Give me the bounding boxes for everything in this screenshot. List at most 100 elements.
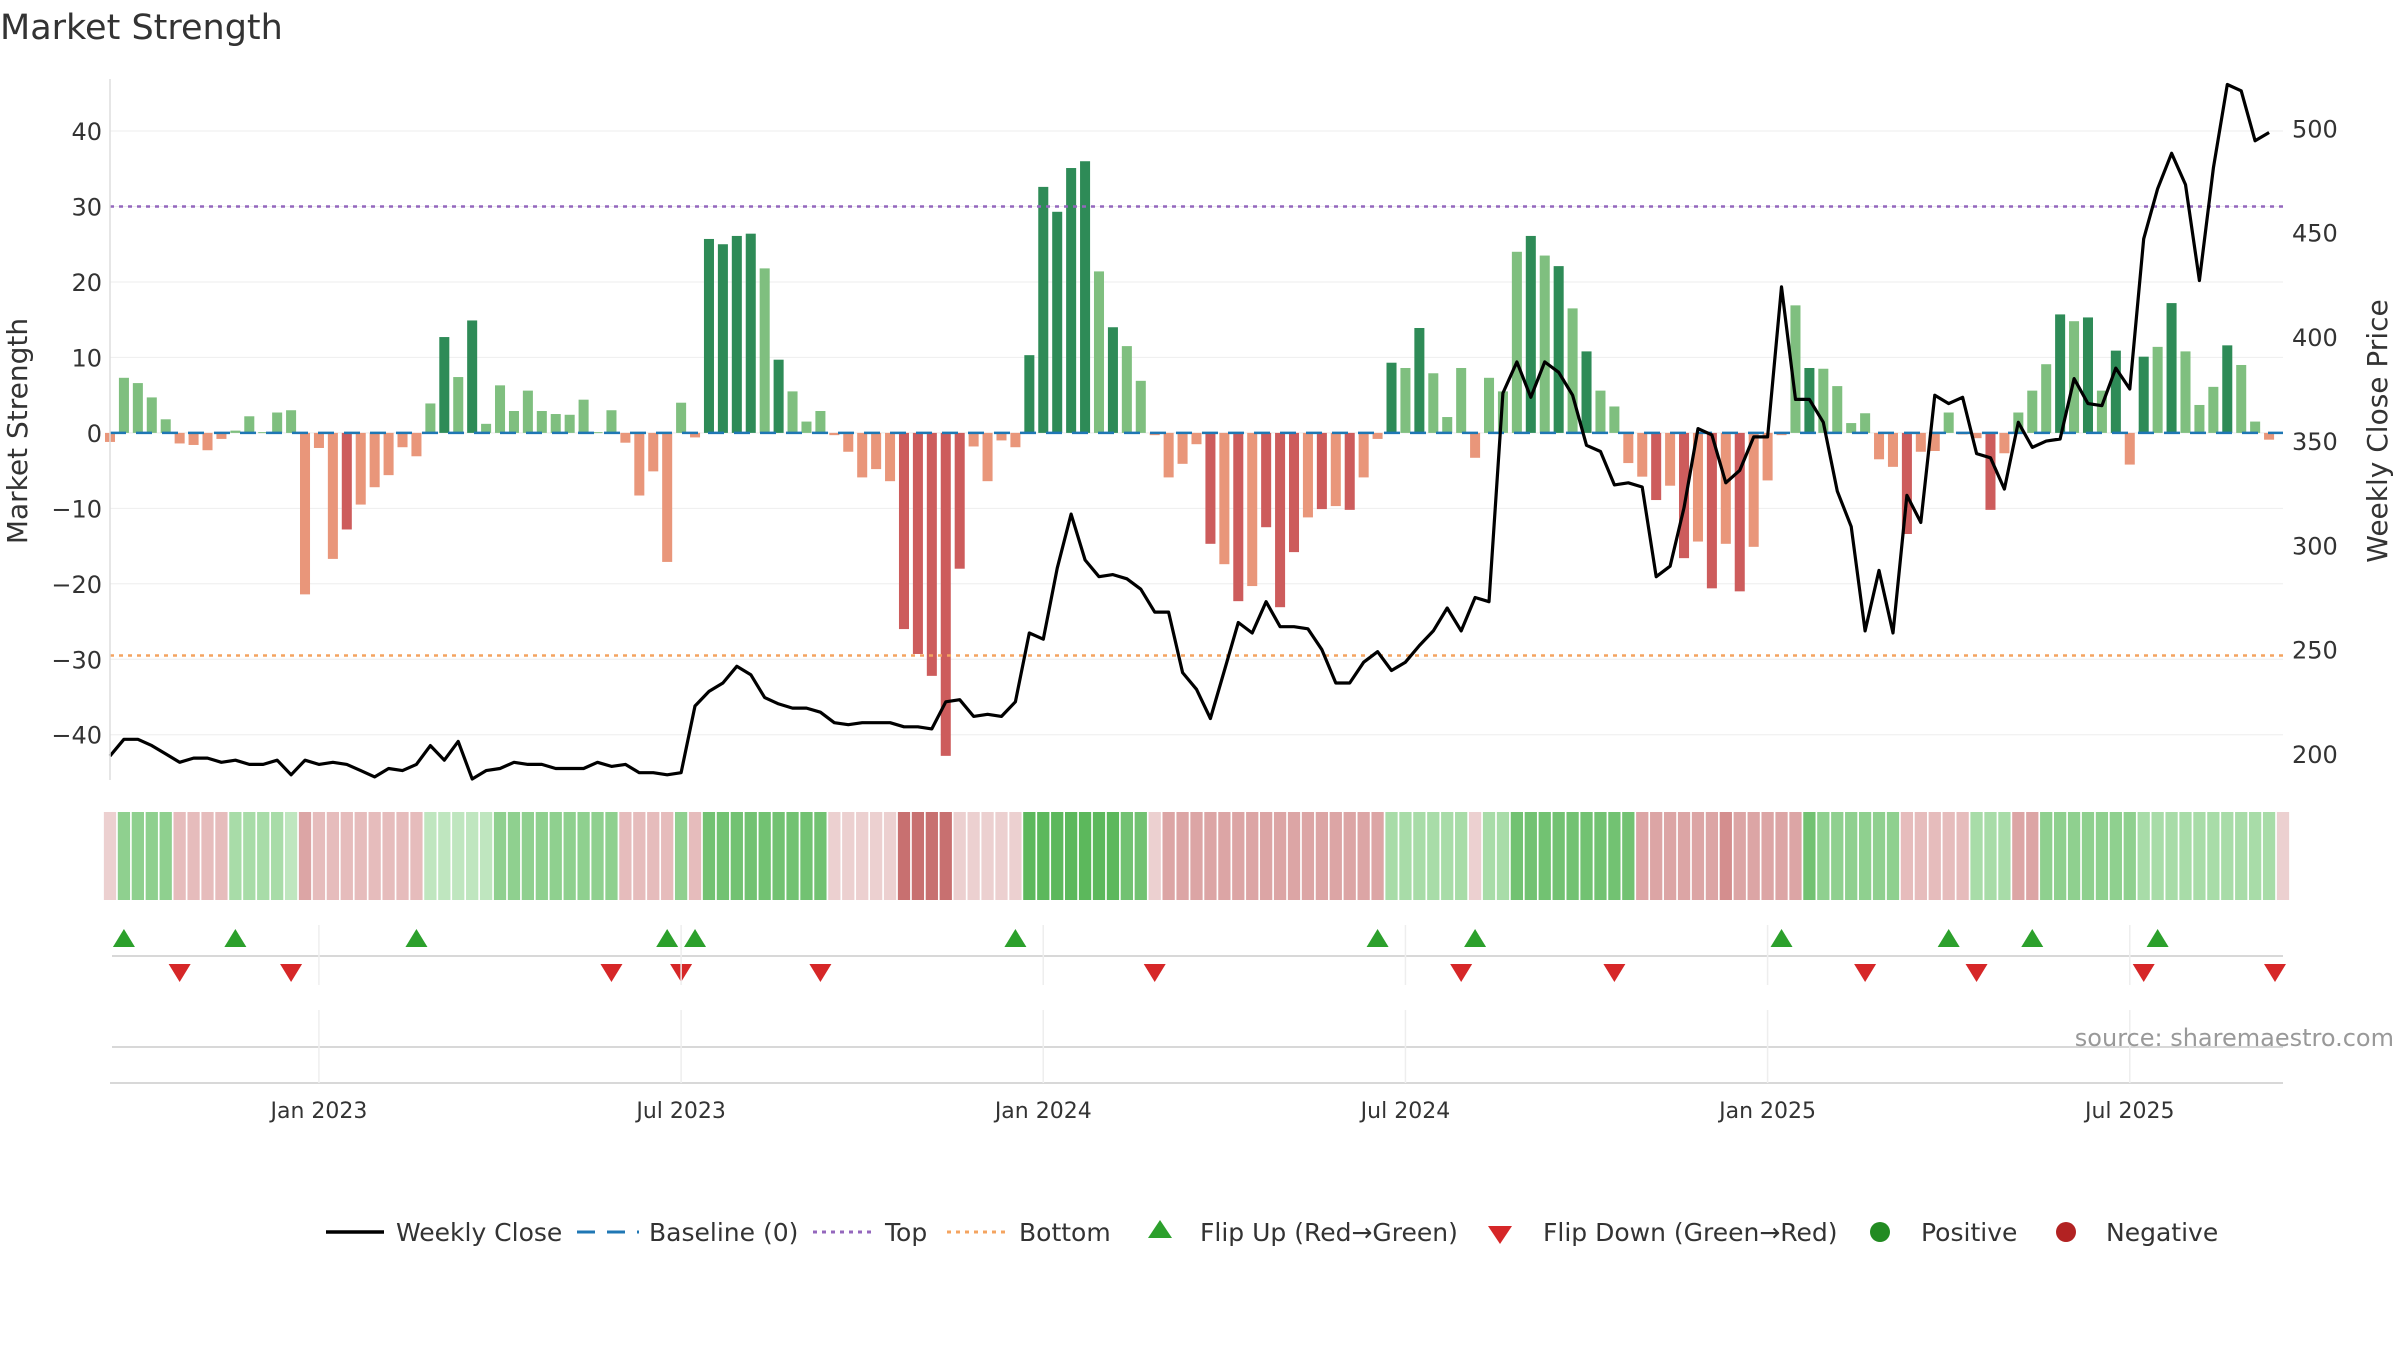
legend-negative-swatch xyxy=(2056,1222,2076,1242)
axes-layer: −40 −30 −20 −10 0 10 20 30 40 200 250 300 350 400 450 5… xyxy=(1,79,2394,780)
strip-cell xyxy=(661,812,674,900)
strength-bar xyxy=(1302,432,1313,518)
flip-up-marker xyxy=(1770,929,1793,947)
strength-bar xyxy=(188,432,199,445)
legend-weekly-close-label: Weekly Close xyxy=(396,1218,562,1247)
strength-bar xyxy=(1874,432,1885,460)
y-tick-label: 10 xyxy=(71,344,102,372)
strength-bar xyxy=(829,432,840,436)
strip-cell xyxy=(1176,812,1189,900)
strip-cell xyxy=(2081,812,2095,900)
strength-bar xyxy=(383,432,394,476)
strip-cell xyxy=(1803,812,1816,900)
strength-bar xyxy=(550,414,561,433)
strength-bar xyxy=(369,432,380,488)
strip-cell xyxy=(1733,812,1746,900)
strip-cell xyxy=(953,812,966,900)
strip-cell xyxy=(1357,812,1370,900)
strength-bar xyxy=(2110,350,2121,433)
strip-cell xyxy=(507,812,521,900)
strength-bar xyxy=(1121,346,1132,433)
strip-cell xyxy=(1134,812,1147,900)
strip-cell xyxy=(354,812,367,900)
strip-cell xyxy=(1023,812,1036,900)
strength-bar xyxy=(1163,432,1174,478)
legend-baseline-label: Baseline (0) xyxy=(649,1218,798,1247)
strip-cell xyxy=(2026,812,2039,900)
strip-cell xyxy=(1817,812,1830,900)
strength-bar xyxy=(1623,432,1634,464)
strength-bar xyxy=(1595,390,1606,433)
strip-cell xyxy=(1427,812,1440,900)
flip-down-marker xyxy=(1854,964,1877,982)
strip-cell xyxy=(786,812,799,900)
strip-cell xyxy=(716,812,730,900)
strip-cell xyxy=(1301,812,1315,900)
flip-down-marker xyxy=(1965,964,1988,982)
strength-bar xyxy=(2152,346,2163,433)
y-tick-label: −30 xyxy=(51,646,102,674)
strip-cell xyxy=(1580,812,1593,900)
y-tick-label: −20 xyxy=(51,571,102,599)
strength-bar xyxy=(1985,432,1996,510)
strip-cell xyxy=(257,812,270,900)
legend-flip-down-label: Flip Down (Green→Red) xyxy=(1543,1218,1838,1247)
y2-tick-label: 500 xyxy=(2292,115,2338,143)
strip-cell xyxy=(1496,812,1510,900)
strip-cell xyxy=(1190,812,1203,900)
strength-bar xyxy=(1484,377,1495,433)
strip-cell xyxy=(1705,812,1719,900)
strength-bar xyxy=(2166,303,2177,433)
strength-bar xyxy=(926,432,937,676)
strength-bar xyxy=(439,337,450,433)
strength-bar xyxy=(327,432,338,559)
strip-cell xyxy=(897,812,911,900)
strength-bar xyxy=(620,432,631,443)
flip-down-marker xyxy=(2264,964,2286,982)
strength-bar xyxy=(1818,368,1829,433)
flip-up-marker xyxy=(2021,929,2044,947)
flip-markers xyxy=(110,929,2286,1084)
strip-cell xyxy=(1608,812,1621,900)
strip-cell xyxy=(2276,812,2290,900)
legend-flip-down-swatch xyxy=(1488,1226,1512,1244)
strip-cell xyxy=(1677,812,1691,900)
strip-cell xyxy=(1148,812,1161,900)
strip-cell xyxy=(229,812,242,900)
strength-bar xyxy=(2027,390,2038,433)
strip-cell xyxy=(2137,812,2150,900)
strength-bar xyxy=(1358,432,1369,478)
strength-bar xyxy=(1247,432,1258,587)
strength-bar xyxy=(564,414,575,433)
strength-bar xyxy=(1093,271,1105,433)
strip-cell xyxy=(981,812,994,900)
strip-cell xyxy=(1371,812,1384,900)
strip-cell xyxy=(1162,812,1175,900)
strip-cell xyxy=(2262,812,2276,900)
flip-down-marker xyxy=(809,964,832,982)
strength-bar xyxy=(1066,168,1077,433)
strength-bar xyxy=(1219,432,1230,565)
strip-cell xyxy=(647,812,660,900)
strip-cell xyxy=(2221,812,2234,900)
strip-cell xyxy=(326,812,340,900)
strength-bar xyxy=(1400,367,1411,433)
flip-up-marker xyxy=(405,929,428,947)
strip-cell xyxy=(1538,812,1551,900)
source-label: source: sharemaestro.com xyxy=(2075,1024,2394,1052)
x-tick-label: Jul 2024 xyxy=(1359,1099,1451,1124)
strip-cell xyxy=(173,812,186,900)
strength-bar xyxy=(2208,386,2219,433)
y-tick-label: 20 xyxy=(71,269,102,297)
strength-bar xyxy=(1539,255,1550,433)
strength-bar xyxy=(1762,432,1773,481)
strip-cell xyxy=(1455,812,1468,900)
strip-cell xyxy=(730,812,743,900)
strength-bar xyxy=(1929,432,1940,451)
strength-bar xyxy=(2222,345,2233,433)
strip-cell xyxy=(1106,812,1120,900)
strip-cell xyxy=(1246,812,1259,900)
flip-down-marker xyxy=(2132,964,2155,982)
strip-cell xyxy=(814,812,827,900)
strip-cell xyxy=(1552,812,1565,900)
